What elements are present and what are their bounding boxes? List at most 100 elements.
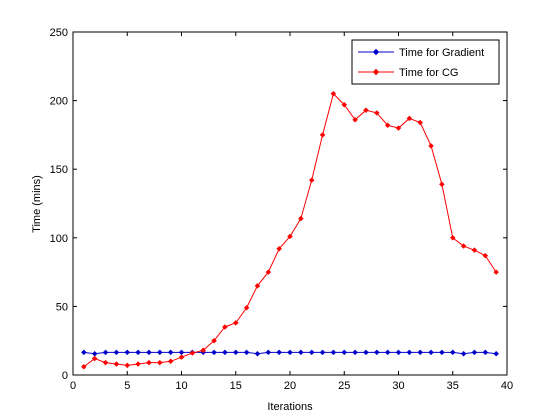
data-point-gradient xyxy=(287,349,293,356)
data-point-gradient xyxy=(80,349,87,356)
data-point-cg xyxy=(80,363,87,370)
data-point-cg xyxy=(156,359,163,366)
legend-label-cg: Time for CG xyxy=(399,67,459,79)
data-point-gradient xyxy=(330,349,337,356)
data-point-cg xyxy=(373,110,380,116)
x-tick-label: 35 xyxy=(447,380,459,392)
x-tick-label: 10 xyxy=(175,380,187,392)
data-point-cg xyxy=(319,132,326,138)
legend-marker-gradient xyxy=(372,48,380,56)
y-tick-label: 0 xyxy=(62,370,68,382)
data-point-gradient xyxy=(222,349,228,356)
x-tick-label: 15 xyxy=(230,380,242,392)
data-point-gradient xyxy=(428,349,434,356)
legend-marker-cg xyxy=(372,68,380,76)
data-point-gradient xyxy=(482,349,489,356)
y-axis-ticks: 0 50 100 150 200 250 xyxy=(50,27,507,382)
data-point-cg xyxy=(297,215,304,222)
x-tick-label: 25 xyxy=(338,380,350,392)
legend: Time for Gradient Time for CG xyxy=(351,39,500,85)
data-point-gradient xyxy=(276,349,283,356)
data-point-gradient xyxy=(308,349,315,356)
data-point-gradient xyxy=(135,349,141,356)
y-tick-label: 200 xyxy=(50,96,68,108)
y-tick-label: 150 xyxy=(50,164,68,176)
data-point-cg xyxy=(102,359,109,366)
data-point-gradient xyxy=(232,349,239,356)
data-point-cg xyxy=(384,122,391,129)
x-tick-label: 20 xyxy=(284,380,296,392)
data-point-cg xyxy=(352,116,358,123)
x-axis-ticks: 0 5 10 15 20 25 30 35 40 xyxy=(70,32,513,392)
data-point-gradient xyxy=(352,349,358,356)
data-point-cg xyxy=(146,359,152,366)
data-point-gradient xyxy=(156,349,163,356)
data-point-cg xyxy=(395,125,402,131)
data-point-cg xyxy=(135,361,141,367)
data-point-gradient xyxy=(460,350,467,357)
data-point-cg xyxy=(482,252,489,259)
x-axis-label: Iterations xyxy=(267,401,313,413)
data-point-cg xyxy=(254,282,261,289)
series-layer xyxy=(80,90,500,370)
data-point-cg xyxy=(428,143,434,149)
data-point-cg xyxy=(493,269,500,275)
y-tick-label: 100 xyxy=(50,233,68,245)
data-point-gradient xyxy=(384,349,391,356)
data-point-gradient xyxy=(363,349,369,356)
data-point-gradient xyxy=(211,349,217,356)
data-point-gradient xyxy=(406,349,413,356)
data-point-cg xyxy=(406,115,413,122)
data-point-cg xyxy=(341,101,348,108)
x-tick-label: 0 xyxy=(70,380,76,392)
data-point-gradient xyxy=(243,349,250,356)
data-point-cg xyxy=(167,358,174,365)
data-point-cg xyxy=(330,90,337,97)
y-axis-label: Time (mins) xyxy=(31,175,43,233)
data-point-gradient xyxy=(297,349,304,356)
data-point-cg xyxy=(363,107,369,114)
data-point-gradient xyxy=(113,349,120,356)
data-point-cg xyxy=(417,119,424,126)
data-point-cg xyxy=(113,361,120,367)
data-point-cg xyxy=(91,355,98,362)
x-tick-label: 30 xyxy=(392,380,404,392)
data-point-cg xyxy=(178,354,185,361)
data-point-cg xyxy=(124,362,131,369)
data-point-gradient xyxy=(471,349,478,356)
data-point-gradient xyxy=(146,349,152,356)
series-gradient xyxy=(80,349,500,357)
data-point-cg xyxy=(211,337,217,344)
data-point-gradient xyxy=(373,349,380,356)
y-tick-label: 250 xyxy=(50,27,68,39)
plot-area xyxy=(72,31,508,376)
data-point-gradient xyxy=(265,349,272,356)
data-point-cg xyxy=(449,234,456,241)
data-point-cg xyxy=(287,233,293,240)
data-point-gradient xyxy=(493,350,500,357)
legend-box xyxy=(351,39,500,85)
data-point-cg xyxy=(460,243,467,249)
data-point-cg xyxy=(439,181,445,188)
legend-label-gradient: Time for Gradient xyxy=(399,47,484,59)
data-point-cg xyxy=(200,347,207,354)
data-point-cg xyxy=(232,320,239,326)
data-point-cg xyxy=(222,324,228,330)
data-point-cg xyxy=(265,269,272,275)
data-point-gradient xyxy=(449,349,456,356)
data-point-cg xyxy=(189,350,196,356)
data-point-gradient xyxy=(124,349,131,356)
data-point-cg xyxy=(276,245,283,252)
data-point-cg xyxy=(308,177,315,184)
x-tick-label: 40 xyxy=(501,380,513,392)
x-tick-label: 5 xyxy=(124,380,130,392)
data-point-gradient xyxy=(319,349,326,356)
series-cg xyxy=(80,90,500,370)
data-point-gradient xyxy=(439,349,445,356)
data-point-cg xyxy=(243,304,250,311)
y-tick-label: 50 xyxy=(56,301,68,313)
data-point-gradient xyxy=(395,349,402,356)
data-point-gradient xyxy=(417,349,424,356)
data-point-gradient xyxy=(167,349,174,356)
